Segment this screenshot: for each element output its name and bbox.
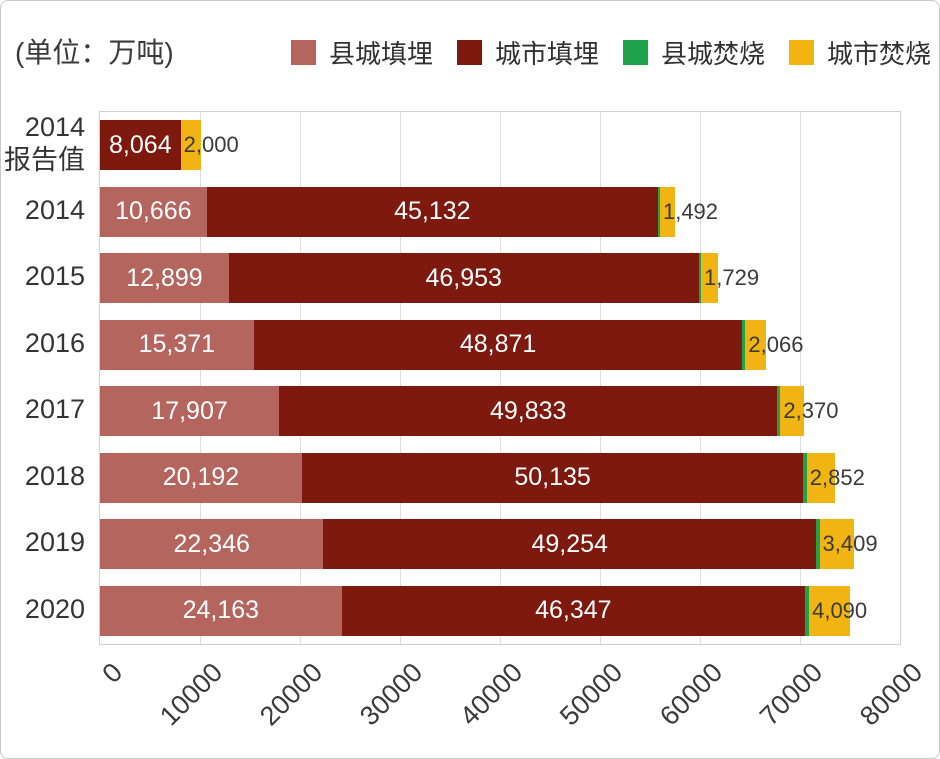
bar-segment-county-landfill: 10,666 [100,186,207,237]
category-label: 2016 [24,327,85,358]
bar-segment-county-landfill: 20,192 [100,452,302,503]
bar-segment-city-incineration [701,253,719,304]
x-tick-label: 30000 [353,657,429,732]
legend-swatch-county-landfill [290,40,316,65]
bar-segment-city-incineration [819,519,854,570]
bar-segment-city-incineration [809,585,850,636]
bar-segment-county-landfill: 12,899 [100,253,229,304]
bar-value-label: 1,729 [704,265,760,291]
bar-value-label: 2,000 [183,132,239,158]
bar-segment-county-incineration [698,253,702,304]
bar-value-label: 3,409 [822,531,878,557]
bar-segment-county-incineration [657,186,660,237]
gridline [200,112,201,644]
category-label: 2014 报告值 [4,111,85,176]
bar-segment-city-incineration [180,120,201,171]
bar-segment-city-landfill: 46,347 [341,585,806,636]
gridline [800,112,801,644]
legend-label: 城市焚烧 [826,39,931,69]
bar-segment-city-incineration [780,386,805,437]
category-label: 2020 [24,593,85,624]
gridline [700,112,701,644]
category-label: 2017 [24,394,85,425]
category-label: 2019 [24,527,85,558]
bar-value-label: 49,254 [531,529,608,558]
bar-value-label: 46,953 [425,263,502,292]
bar-value-label: 4,090 [812,597,868,623]
bar-segment-county-landfill: 17,907 [100,386,280,437]
bar-value-label: 45,132 [394,197,471,226]
bar-value-label: 2,066 [748,331,804,357]
legend-item-county-landfill: 县城填埋 [290,34,433,71]
bar-value-label: 46,347 [535,596,612,625]
bar-segment-city-landfill: 48,871 [253,319,743,370]
bar-value-label: 22,346 [173,529,250,558]
legend-swatch-city-incineration [788,40,814,65]
bar-segment-city-landfill: 8,064 [100,120,181,171]
legend: 县城填埋 城市填埋 县城焚烧 城市焚烧 [290,34,931,71]
bar-segment-county-incineration [803,452,807,503]
bar-segment-city-landfill: 46,953 [228,253,699,304]
x-tick-label: 0 [96,657,129,689]
bar-segment-city-incineration [659,186,675,237]
legend-swatch-county-incineration [622,40,648,65]
bar-value-label: 10,666 [115,197,192,226]
gridline [400,112,401,644]
gridline [500,112,501,644]
legend-item-county-incineration: 县城焚烧 [622,34,765,71]
category-label: 2015 [24,261,85,292]
plot-area: 8,064 2,000 10,666 45,132 1,492 12,899 46,953 1… [99,111,901,645]
x-tick-label: 20000 [253,657,329,732]
bar-value-label: 1,492 [662,198,719,224]
bar-value-label: 2,852 [809,464,865,490]
bar-segment-city-incineration [745,319,767,370]
bar-value-label: 48,871 [459,330,537,359]
unit-label: (单位：万吨) [15,37,174,68]
bar-segment-city-landfill: 49,254 [323,519,816,570]
x-tick-label: 50000 [553,657,629,732]
bar-value-label: 24,163 [182,596,260,625]
bar-value-label: 20,192 [162,463,240,492]
bar-value-label: 17,907 [151,396,228,425]
bar-segment-county-landfill: 15,371 [100,319,254,370]
x-tick-label: 60000 [653,657,729,732]
bar-value-label: 50,135 [514,463,591,492]
legend-label: 县城填埋 [328,39,433,69]
bar-segment-city-incineration [806,452,836,503]
x-tick-label: 70000 [753,657,829,732]
category-label: 2014 [24,194,85,225]
bar-value-label: 8,064 [109,130,172,159]
legend-label: 城市填埋 [494,39,599,69]
bar-segment-city-landfill: 49,833 [279,386,778,437]
legend-swatch-city-landfill [456,40,482,65]
category-label: 2018 [24,460,85,491]
legend-label: 县城焚烧 [660,39,765,69]
bar-segment-city-landfill: 50,135 [301,452,804,503]
x-tick-label: 80000 [853,657,929,732]
bar-value-label: 12,899 [126,263,203,292]
bar-value-label: 15,371 [138,330,216,359]
bar-segment-county-incineration [805,585,810,636]
gridline [600,112,601,644]
bar-segment-county-landfill: 24,163 [100,585,342,636]
gridline [300,112,301,644]
bar-segment-county-incineration [777,386,781,437]
bar-segment-city-landfill: 45,132 [206,186,658,237]
x-tick-label: 10000 [153,657,229,732]
bar-segment-county-landfill: 22,346 [100,519,324,570]
bar-value-label: 2,370 [783,398,839,424]
bar-value-label: 49,833 [489,396,567,425]
bar-segment-county-incineration [816,519,820,570]
legend-item-city-landfill: 城市填埋 [456,34,599,71]
x-tick-label: 40000 [453,657,529,732]
legend-item-city-incineration: 城市焚烧 [788,34,931,71]
bar-segment-county-incineration [742,319,746,370]
